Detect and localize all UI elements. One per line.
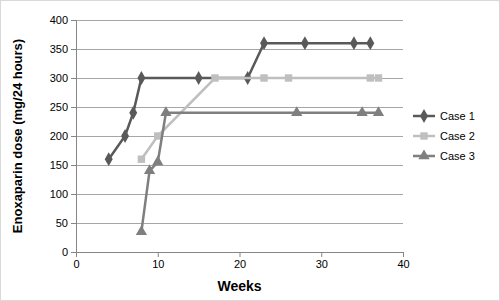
tick-mark	[71, 107, 76, 108]
tick-mark	[71, 165, 76, 166]
marker	[136, 225, 147, 235]
tick-label: 50	[56, 217, 68, 229]
series-markers	[105, 36, 375, 166]
legend-label: Case 1	[440, 110, 475, 122]
tick-label: 0	[62, 246, 68, 258]
grid	[76, 20, 403, 252]
marker	[129, 106, 137, 120]
tick: 0	[73, 252, 79, 270]
chart: 010203040050100150200250300350400WeeksEn…	[0, 0, 500, 301]
axis-line	[76, 21, 77, 253]
tick-mark	[158, 252, 159, 257]
legend-marker	[418, 149, 429, 159]
x-axis: 0 10 20 30 40	[73, 252, 409, 270]
y-axis-title: Enoxaparin dose (mg/24 hours)	[10, 39, 25, 233]
tick-mark	[71, 49, 76, 50]
marker	[211, 74, 218, 81]
marker	[367, 74, 374, 81]
y-axis: 0 50 100 150 200 250 300 350 400	[50, 14, 77, 258]
tick-mark	[71, 78, 76, 79]
tick-label: 200	[50, 130, 68, 142]
marker	[154, 132, 161, 139]
tick-mark	[71, 252, 76, 253]
tick: 40	[397, 252, 409, 270]
marker	[121, 129, 129, 143]
plot: 010203040050100150200250300350400	[50, 14, 410, 270]
tick-label: 300	[50, 72, 68, 84]
series-markers	[138, 74, 382, 163]
tick-label: 40	[397, 258, 409, 270]
marker	[260, 36, 268, 50]
marker	[366, 36, 374, 50]
tick: 200	[50, 130, 76, 142]
legend: Case 1 Case 2 Case 3	[413, 109, 475, 162]
tick-mark	[71, 223, 76, 224]
marker	[144, 164, 155, 174]
tick-mark	[71, 194, 76, 195]
tick: 50	[56, 217, 76, 229]
legend-marker	[420, 109, 428, 123]
tick: 150	[50, 159, 76, 171]
marker	[301, 36, 309, 50]
tick-mark	[71, 136, 76, 137]
tick: 100	[50, 188, 76, 200]
tick: 400	[50, 14, 76, 26]
legend-label: Case 3	[440, 150, 475, 162]
series-layer	[105, 36, 384, 235]
grid-line	[76, 194, 403, 195]
tick-label: 0	[73, 258, 79, 270]
marker	[356, 106, 367, 116]
tick: 0	[62, 246, 76, 258]
legend-label: Case 2	[440, 130, 475, 142]
marker	[260, 74, 267, 81]
tick: 350	[50, 43, 76, 55]
tick-mark	[76, 252, 77, 257]
tick: 250	[50, 101, 76, 113]
tick-label: 100	[50, 188, 68, 200]
tick-label: 20	[234, 258, 246, 270]
series-markers	[136, 106, 384, 235]
tick-label: 10	[152, 258, 164, 270]
tick: 30	[316, 252, 328, 270]
tick: 300	[50, 72, 76, 84]
tick-mark	[403, 252, 404, 257]
legend-item: Case 1	[413, 109, 475, 123]
series-line	[141, 78, 378, 159]
tick-label: 250	[50, 101, 68, 113]
legend-item: Case 2	[413, 130, 475, 142]
marker	[160, 106, 171, 116]
marker	[291, 106, 302, 116]
grid-line	[76, 165, 403, 166]
tick: 20	[234, 252, 246, 270]
marker	[375, 74, 382, 81]
tick-label: 30	[316, 258, 328, 270]
tick: 10	[152, 252, 164, 270]
grid-line	[76, 20, 403, 21]
legend-marker	[420, 132, 427, 139]
tick-label: 150	[50, 159, 68, 171]
marker	[350, 36, 358, 50]
marker	[152, 156, 163, 166]
series-line	[109, 43, 371, 159]
tick-mark	[240, 252, 241, 257]
tick-mark	[71, 20, 76, 21]
marker	[373, 106, 384, 116]
legend-item: Case 3	[413, 149, 475, 162]
tick-label: 350	[50, 43, 68, 55]
marker	[138, 155, 145, 162]
tick-mark	[321, 252, 322, 257]
chart-border	[1, 1, 500, 301]
grid-line	[76, 107, 403, 108]
marker	[137, 71, 145, 85]
marker	[285, 74, 292, 81]
grid-line	[76, 223, 403, 224]
marker	[195, 71, 203, 85]
tick-label: 400	[50, 14, 68, 26]
marker	[105, 152, 113, 166]
x-axis-title: Weeks	[217, 278, 261, 294]
series-line	[141, 113, 378, 232]
